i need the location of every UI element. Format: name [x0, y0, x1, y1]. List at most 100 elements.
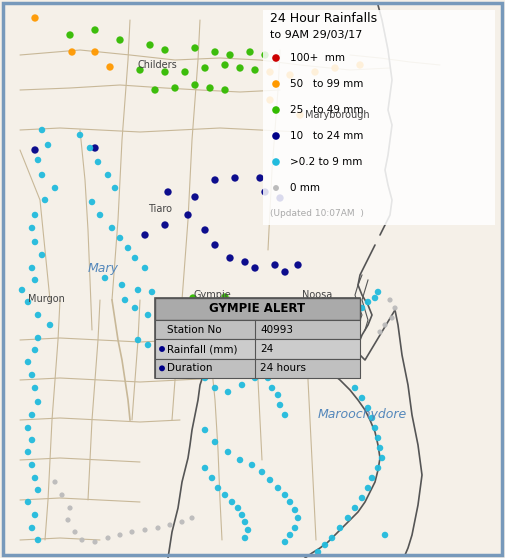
Point [378, 454, 386, 463]
Point [341, 311, 349, 320]
Bar [155, 320, 360, 339]
Point [276, 401, 284, 410]
Point [131, 304, 139, 312]
Point [374, 287, 382, 296]
Point [231, 174, 239, 182]
Point [226, 253, 234, 262]
Point [288, 344, 296, 353]
Point [31, 345, 39, 354]
Point [261, 51, 269, 60]
Point [91, 143, 99, 152]
Point [24, 358, 32, 367]
Point [331, 325, 339, 334]
Point [364, 297, 372, 306]
Point [321, 541, 329, 550]
Text: (Updated 10:07AM  ): (Updated 10:07AM ) [270, 209, 364, 218]
Point [201, 426, 209, 435]
Point [28, 523, 36, 532]
Point [116, 531, 124, 540]
Point [266, 95, 274, 104]
Text: Maroochydore: Maroochydore [318, 408, 407, 421]
Point [66, 503, 74, 512]
Point [208, 474, 216, 483]
Point [91, 47, 99, 56]
Text: Tiaro: Tiaro [148, 204, 172, 214]
Point [351, 383, 359, 392]
Point [224, 304, 232, 312]
Point [371, 294, 379, 302]
Point [154, 523, 162, 532]
Point [94, 157, 102, 166]
Point [266, 68, 274, 76]
Point [188, 513, 196, 522]
Point [191, 80, 199, 89]
Point [358, 304, 366, 312]
Point [34, 334, 42, 343]
Point [44, 141, 52, 150]
Point [294, 513, 302, 522]
Point [358, 493, 366, 502]
Point [278, 350, 286, 359]
Point [351, 503, 359, 512]
Point [256, 174, 264, 182]
Text: GYMPIE ALERT: GYMPIE ALERT [210, 302, 306, 315]
Point [111, 184, 119, 193]
Point [286, 531, 294, 540]
Point [268, 383, 276, 392]
Point [31, 238, 39, 247]
Point [128, 527, 136, 536]
Point [28, 224, 36, 233]
Point [116, 36, 124, 45]
Point [328, 533, 336, 542]
Point [31, 383, 39, 392]
Point [364, 484, 372, 493]
Text: Duration: Duration [167, 363, 213, 373]
Point [211, 47, 219, 56]
Text: 40993: 40993 [260, 325, 293, 335]
Text: 50   to 99 mm: 50 to 99 mm [290, 79, 364, 89]
Text: >0.2 to 9 mm: >0.2 to 9 mm [290, 157, 363, 167]
Point [214, 484, 222, 493]
Point [24, 424, 32, 432]
Point [164, 324, 172, 333]
Point [134, 335, 142, 344]
Point [34, 536, 42, 545]
Point [251, 373, 259, 382]
Point [264, 354, 272, 363]
Point [164, 187, 172, 196]
Text: Murgon: Murgon [28, 294, 65, 304]
Text: 25   to 49 mm: 25 to 49 mm [290, 105, 364, 115]
Point [108, 224, 116, 233]
Bar [155, 298, 360, 320]
Point [116, 234, 124, 243]
Point [271, 261, 279, 270]
Point [64, 516, 72, 525]
Point [246, 47, 254, 56]
Point [388, 314, 396, 323]
Point [144, 311, 152, 320]
Point [76, 131, 84, 140]
Point [244, 297, 252, 306]
Bar [155, 298, 360, 378]
Point [221, 292, 229, 301]
Point [376, 444, 384, 453]
Text: Noosa: Noosa [302, 290, 332, 300]
Point [24, 297, 32, 306]
Point [319, 311, 327, 320]
Point [28, 411, 36, 420]
Point [31, 210, 39, 219]
Point [294, 261, 302, 270]
Point [291, 523, 299, 532]
Point [272, 105, 280, 114]
Point [261, 187, 269, 196]
Text: 24 hours: 24 hours [260, 363, 306, 373]
Point [154, 318, 162, 326]
Point [326, 324, 334, 333]
Point [78, 536, 86, 545]
Point [258, 468, 266, 477]
Point [178, 517, 186, 526]
Point [31, 511, 39, 519]
Point [46, 320, 54, 329]
Point [18, 286, 26, 295]
Point [24, 498, 32, 507]
